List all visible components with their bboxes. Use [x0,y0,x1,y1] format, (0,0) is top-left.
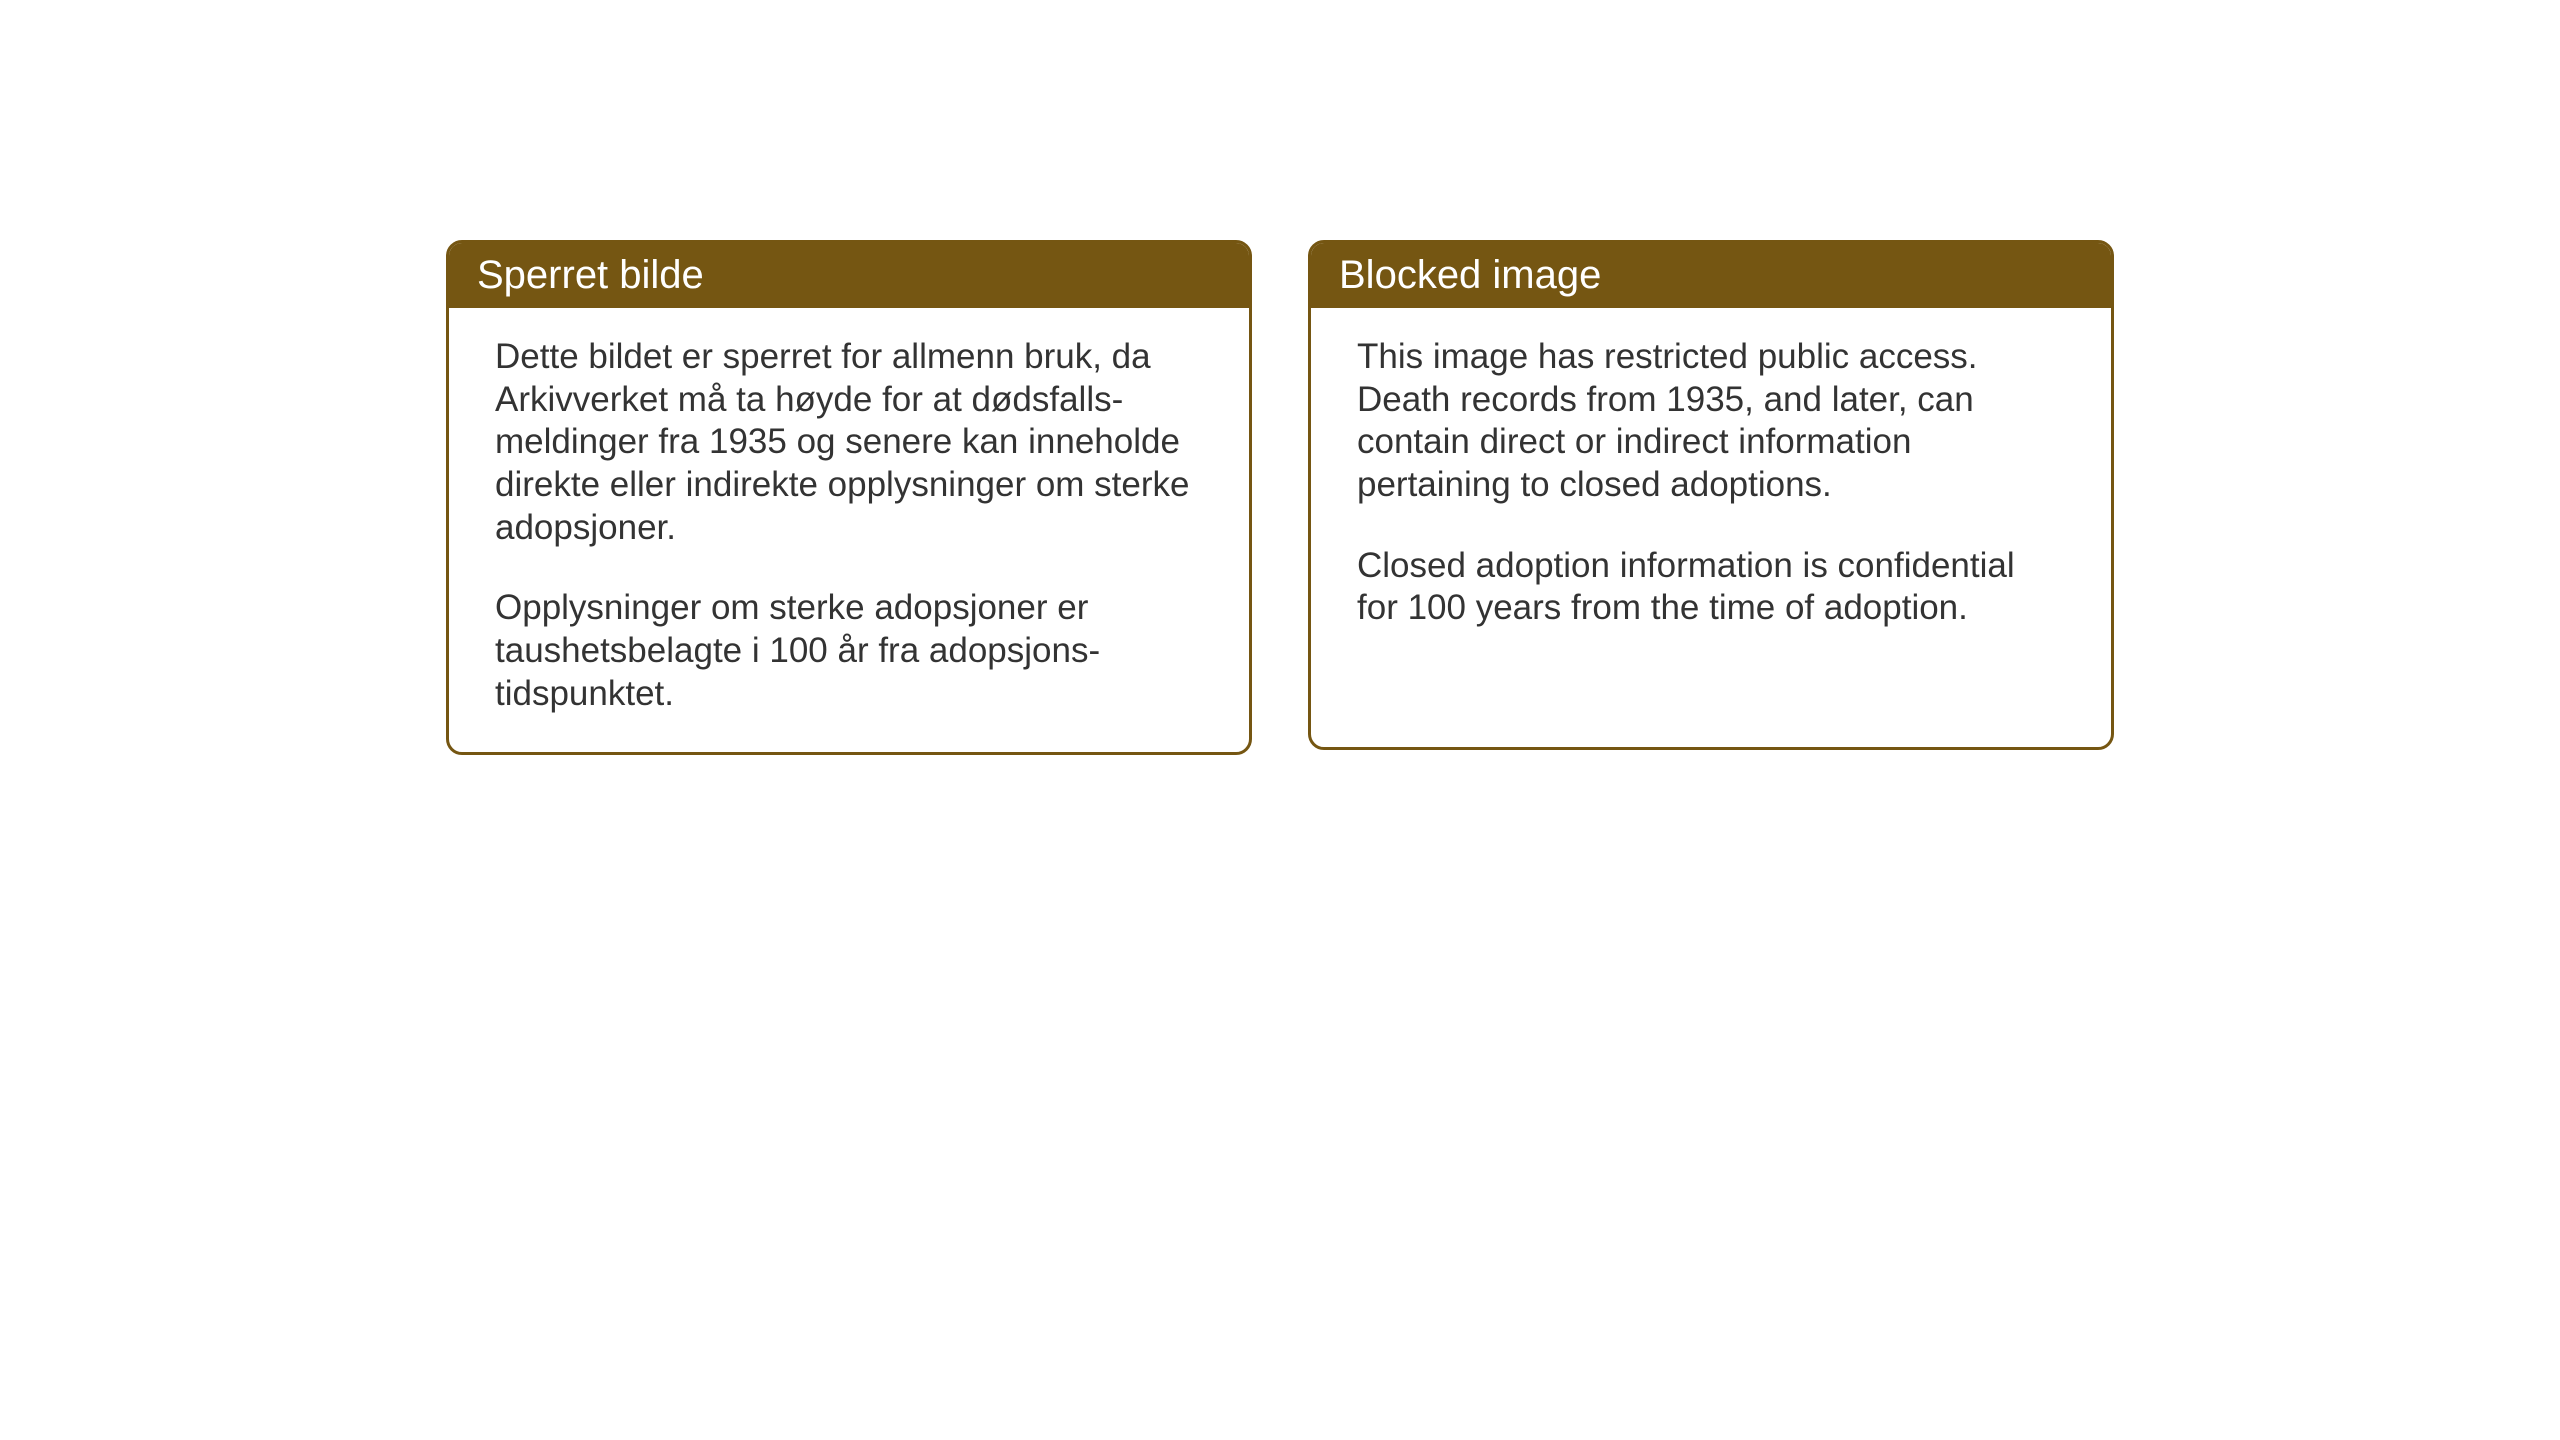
notice-body-norwegian: Dette bildet er sperret for allmenn bruk… [449,308,1249,752]
notice-paragraph-1-norwegian: Dette bildet er sperret for allmenn bruk… [495,336,1203,549]
notice-header-norwegian: Sperret bilde [449,243,1249,308]
notice-paragraph-1-english: This image has restricted public access.… [1357,336,2065,507]
notice-container: Sperret bilde Dette bildet er sperret fo… [446,240,2114,755]
notice-box-norwegian: Sperret bilde Dette bildet er sperret fo… [446,240,1252,755]
notice-body-english: This image has restricted public access.… [1311,308,2111,666]
notice-box-english: Blocked image This image has restricted … [1308,240,2114,750]
notice-title-english: Blocked image [1339,253,1601,297]
notice-paragraph-2-norwegian: Opplysninger om sterke adopsjoner er tau… [495,587,1203,715]
notice-header-english: Blocked image [1311,243,2111,308]
notice-paragraph-2-english: Closed adoption information is confident… [1357,545,2065,630]
notice-title-norwegian: Sperret bilde [477,253,704,297]
